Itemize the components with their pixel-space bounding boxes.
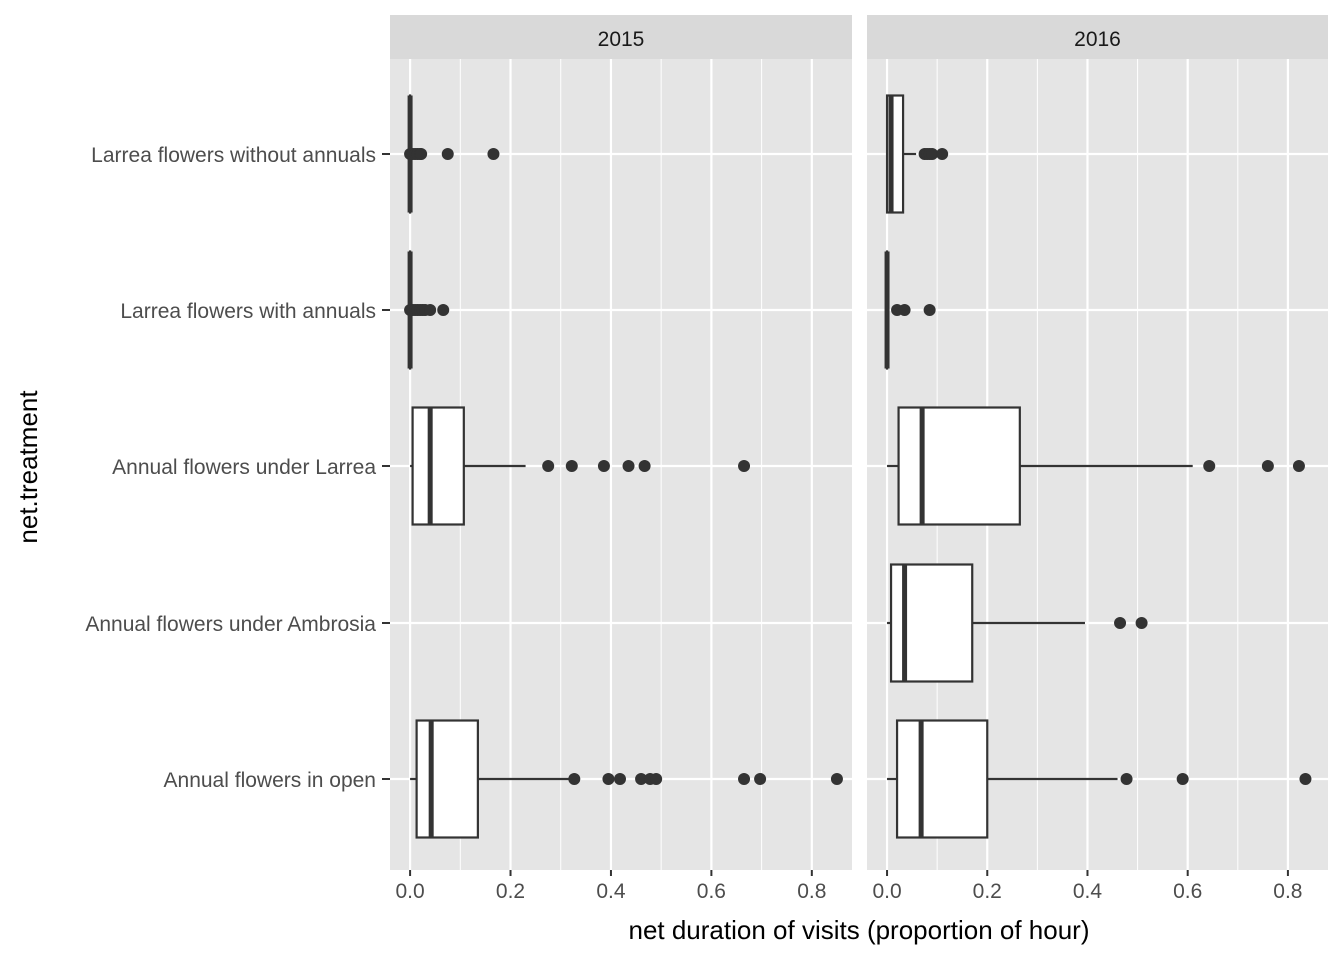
box-2016-1 [884,250,936,370]
outlier-point [635,773,648,785]
outlier-point [926,148,939,160]
x-tick-label: 0.0 [395,880,424,903]
facet-strip-label: 2015 [598,28,645,51]
outlier-point [1114,617,1127,629]
facet-panels: 2015 0.0 0.2 0.4 0.6 0.8 2016 0.0 0.2 0.4 0.6 0.8 [390,15,1328,903]
outlier-point [1176,773,1189,785]
y-tick-label: Larrea flowers with annuals [120,300,376,323]
x-tick-label: 0.0 [872,880,901,903]
y-axis: Larrea flowers without annuals Larrea flo… [85,144,390,792]
box-2016-4 [887,719,1312,839]
outlier-point [830,773,843,785]
y-tick-label: Annual flowers in open [164,769,376,792]
y-tick-label: Annual flowers under Larrea [112,456,376,479]
box-iqr [895,719,989,839]
outlier-point [1292,460,1305,472]
box-2016-3 [887,563,1148,683]
outlier-point [1203,460,1216,472]
box-2015-1 [404,250,450,370]
x-tick-label: 0.6 [697,880,726,903]
x-tick-label: 0.8 [1273,880,1302,903]
outlier-point [542,460,555,472]
outlier-point [597,460,610,472]
box-iqr [897,406,1021,526]
x-tick-label: 0.4 [596,880,626,903]
box-2015-2 [410,406,751,526]
outlier-point [622,460,635,472]
facet-strip [390,15,852,59]
box-2015-4 [410,719,843,839]
outlier-point [898,304,911,316]
x-tick-label: 0.8 [797,880,826,903]
outlier-point [415,148,428,160]
outlier-point [1120,773,1133,785]
x-tick-label: 0.2 [973,880,1002,903]
outlier-point [1299,773,1312,785]
box-iqr [415,719,479,839]
outlier-point [638,460,651,472]
outlier-point [738,460,751,472]
outlier-point [613,773,626,785]
y-axis-title: net.treatment [13,390,43,544]
outlier-point [1261,460,1274,472]
outlier-point [936,148,949,160]
y-tick-label: Larrea flowers without annuals [91,144,376,167]
y-tick-label: Annual flowers under Ambrosia [85,613,376,636]
outlier-point [487,148,500,160]
box-2016-0 [885,94,949,214]
x-tick-label: 0.4 [1073,880,1103,903]
x-tick-label: 0.6 [1173,880,1202,903]
facet-strip [867,15,1328,59]
outlier-point [437,304,450,316]
outlier-point [923,304,936,316]
outlier-point [650,773,663,785]
outlier-point [441,148,454,160]
outlier-point [754,773,767,785]
box-2016-2 [887,406,1305,526]
x-tick-label: 0.2 [496,880,525,903]
outlier-point [1135,617,1148,629]
outlier-point [424,304,437,316]
outlier-point [738,773,751,785]
box-2015-0 [404,94,500,214]
box-iqr [411,406,465,526]
facet-panel-2016: 2016 0.0 0.2 0.4 0.6 0.8 [867,15,1328,903]
facet-strip-label: 2016 [1074,28,1121,51]
facet-panel-2015: 2015 0.0 0.2 0.4 0.6 0.8 [390,15,852,903]
outlier-point [568,773,581,785]
outlier-point [565,460,578,472]
outlier-point [602,773,615,785]
x-axis-title: net duration of visits (proportion of ho… [628,915,1089,945]
